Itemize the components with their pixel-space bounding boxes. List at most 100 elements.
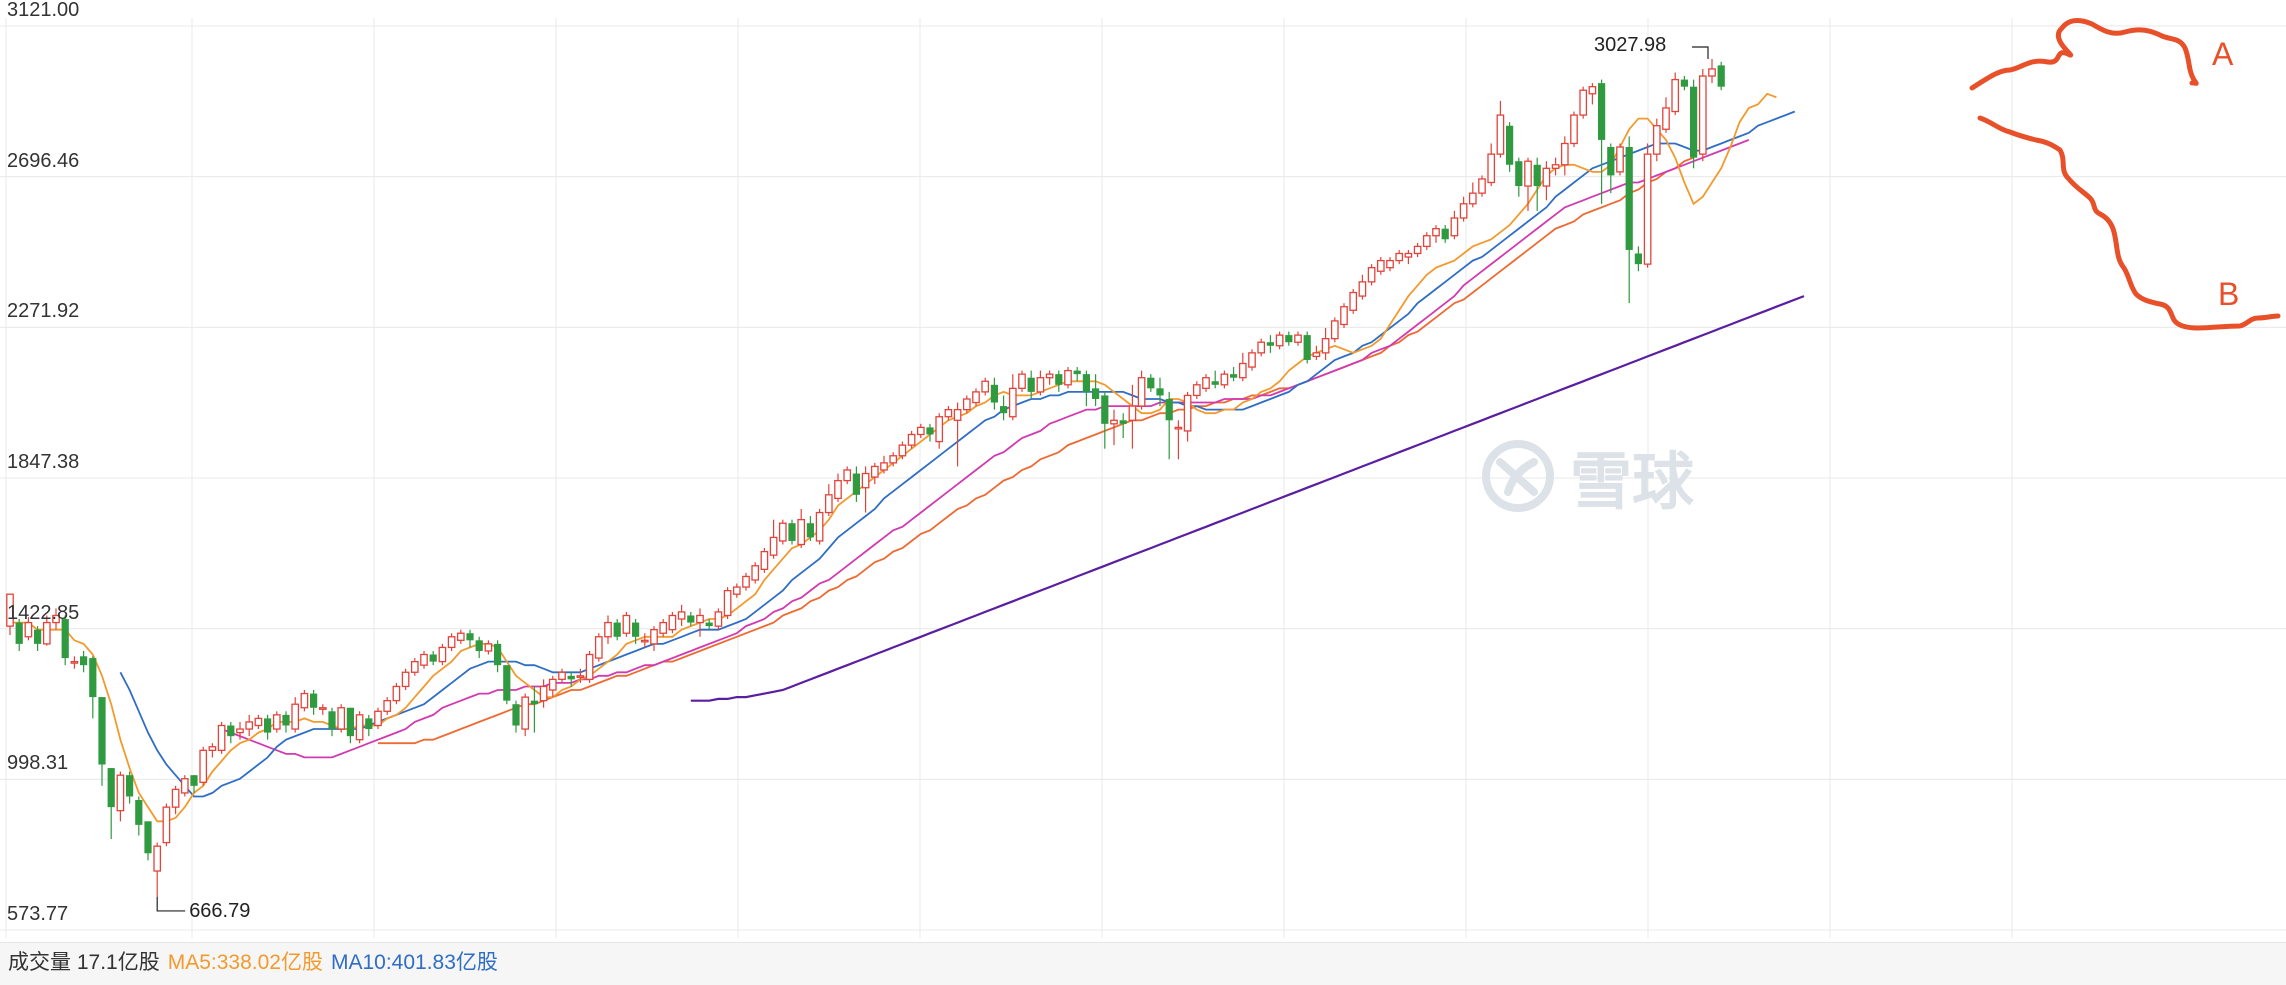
candle-body <box>1275 334 1284 347</box>
candle-body <box>61 619 69 659</box>
candle-body <box>1542 167 1551 187</box>
candle <box>714 608 723 630</box>
candle-body <box>539 685 548 702</box>
y-tick-label: 573.77 <box>7 903 69 925</box>
candle <box>769 519 778 559</box>
candle <box>953 402 962 467</box>
high-marker-line <box>1692 46 1709 60</box>
candle-body <box>153 845 162 872</box>
candle-body <box>15 622 23 644</box>
y-tick-label: 998.31 <box>7 752 69 775</box>
candle <box>337 704 346 733</box>
candle-body <box>1441 228 1449 240</box>
candle <box>1156 377 1164 407</box>
candle <box>1468 182 1477 208</box>
candle-body <box>512 704 520 726</box>
candle-body <box>1340 306 1348 326</box>
volume-label: 成交量 17.1亿股 <box>8 951 160 974</box>
candle <box>318 704 327 715</box>
chart-canvas[interactable] <box>0 0 2286 940</box>
candle <box>6 593 14 636</box>
candle-body <box>355 714 364 741</box>
candle <box>650 626 658 651</box>
candle <box>576 668 585 683</box>
candle-body <box>548 678 557 691</box>
candle <box>1422 232 1431 250</box>
candlestick-chart[interactable]: 3121.00 2696.46 2271.92 1847.38 1422.85 998.3… <box>0 0 2286 940</box>
candle-body <box>916 426 925 436</box>
candle-body <box>1404 252 1413 258</box>
candle <box>972 388 980 407</box>
candle <box>1340 303 1348 329</box>
candle-body <box>760 550 769 570</box>
candle <box>1036 370 1045 396</box>
candle <box>1018 370 1026 392</box>
candle-body <box>318 707 327 710</box>
candle <box>926 423 934 442</box>
candle <box>1579 86 1588 119</box>
candle <box>1487 143 1496 187</box>
low-price-label: 666.79 <box>189 899 251 922</box>
candle-body <box>236 728 244 734</box>
candle <box>521 693 530 737</box>
candle <box>1717 61 1725 91</box>
candle <box>199 746 208 786</box>
candle <box>613 619 621 641</box>
candle <box>475 636 483 659</box>
candle-body <box>834 479 842 500</box>
candle-body <box>410 660 419 673</box>
candle <box>1165 391 1173 460</box>
candle <box>1450 210 1459 240</box>
candle-body <box>1257 341 1266 354</box>
candle <box>1506 122 1514 172</box>
candle-body <box>1036 377 1045 393</box>
candle <box>1082 370 1090 407</box>
candle <box>1441 225 1449 243</box>
candle-body <box>632 622 640 637</box>
candle <box>245 714 254 737</box>
candle <box>282 711 290 733</box>
candle <box>52 608 60 630</box>
candle <box>1598 79 1606 204</box>
candle-body <box>300 692 309 709</box>
candle <box>668 611 677 634</box>
candle-body <box>1422 235 1431 248</box>
candle-body <box>1211 381 1219 385</box>
candle <box>346 707 354 744</box>
candle-body <box>1634 253 1642 265</box>
candle-body <box>1386 259 1394 269</box>
candle <box>236 721 244 740</box>
candle-body <box>456 632 465 641</box>
candle-body <box>907 433 916 446</box>
candle-body <box>687 615 695 623</box>
candle <box>788 519 796 545</box>
candle-body <box>751 565 760 581</box>
candle <box>558 668 566 683</box>
candle <box>1367 264 1376 286</box>
candle-body <box>622 614 631 634</box>
candle <box>1671 72 1680 116</box>
y-tick-label: 1422.85 <box>7 601 80 624</box>
candle <box>420 650 428 669</box>
candle <box>834 473 842 502</box>
watermark-text: 雪球 <box>1570 445 1695 518</box>
candle-body <box>1450 217 1459 237</box>
candle-body <box>337 707 346 730</box>
candle-body <box>521 696 530 730</box>
candle-body <box>852 473 860 495</box>
candle <box>806 516 814 541</box>
candle-body <box>1183 394 1192 432</box>
candle-body <box>383 700 392 712</box>
candle-body <box>171 788 180 808</box>
candle-body <box>1432 227 1440 237</box>
candle <box>659 619 668 637</box>
candle-body <box>1616 146 1624 173</box>
candle-body <box>778 522 787 542</box>
candle-body <box>1312 352 1321 358</box>
candle <box>944 406 953 421</box>
candle <box>365 714 373 737</box>
candle-body <box>1128 405 1137 421</box>
candle-body <box>1202 377 1210 389</box>
candle <box>990 377 998 410</box>
candle-body <box>640 639 649 643</box>
